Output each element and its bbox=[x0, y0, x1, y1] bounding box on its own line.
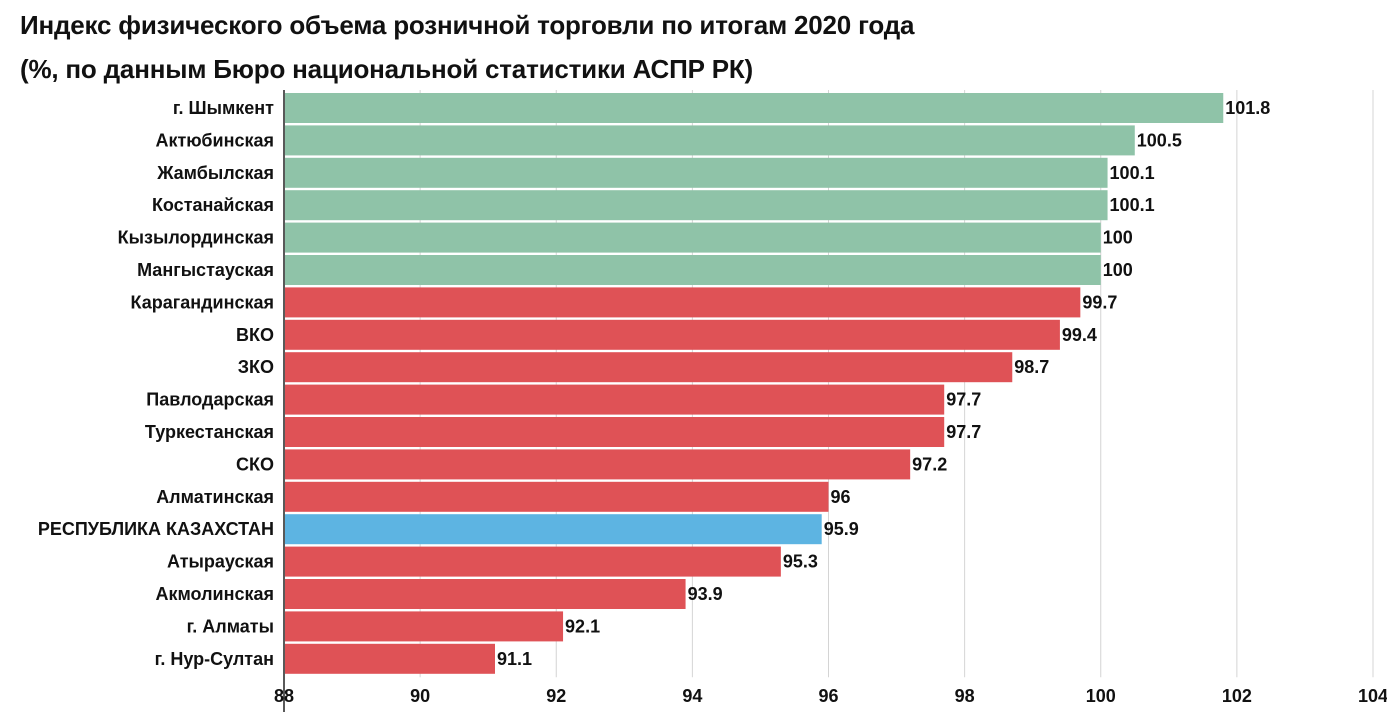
chart-title-line-1: Индекс физического объема розничной торг… bbox=[20, 10, 915, 40]
category-label: Туркестанская bbox=[145, 422, 274, 442]
category-label: Акмолинская bbox=[155, 584, 274, 604]
category-label: Актюбинская bbox=[155, 130, 274, 150]
category-label: РЕСПУБЛИКА КАЗАХСТАН bbox=[38, 519, 274, 539]
bar bbox=[285, 93, 1224, 123]
bar bbox=[285, 255, 1101, 285]
value-label: 92.1 bbox=[565, 616, 600, 636]
value-labels: 101.8 100.5 100.1 100.1 100 100 99.7 99.4 98.7 97… bbox=[497, 98, 1270, 669]
bar bbox=[285, 546, 781, 577]
bar bbox=[285, 481, 829, 512]
category-label: Кызылординская bbox=[118, 228, 274, 248]
x-axis-ticks: 88 90 92 94 96 98 100 102 104 bbox=[274, 686, 1387, 706]
bar bbox=[285, 190, 1108, 221]
category-labels: г. Шымкент Актюбинская Жамбылская Костанайс… bbox=[38, 98, 274, 669]
value-label: 98.7 bbox=[1014, 357, 1049, 377]
value-label: 100 bbox=[1103, 260, 1133, 280]
category-label: Павлодарская bbox=[146, 390, 274, 410]
value-label: 101.8 bbox=[1225, 98, 1270, 118]
category-label: г. Алматы bbox=[187, 616, 274, 636]
bars bbox=[285, 93, 1224, 674]
category-label: г. Шымкент bbox=[173, 98, 274, 118]
value-label: 100.5 bbox=[1137, 130, 1182, 150]
bar bbox=[285, 384, 945, 415]
value-label: 100.1 bbox=[1110, 163, 1155, 183]
x-tick-label: 92 bbox=[546, 686, 566, 706]
x-tick-label: 102 bbox=[1222, 686, 1252, 706]
bar bbox=[285, 125, 1135, 156]
x-tick-label: 90 bbox=[410, 686, 430, 706]
category-label: Костанайская bbox=[152, 195, 274, 215]
category-label: ЗКО bbox=[238, 357, 274, 377]
chart-title-line-2: (%, по данным Бюро национальной статисти… bbox=[20, 54, 754, 84]
category-label: Карагандинская bbox=[131, 292, 275, 312]
value-label: 97.7 bbox=[946, 422, 981, 442]
category-label: Атырауская bbox=[167, 552, 274, 572]
value-label: 97.2 bbox=[912, 454, 947, 474]
value-label: 99.7 bbox=[1082, 292, 1117, 312]
value-label: 96 bbox=[831, 487, 851, 507]
x-tick-label: 104 bbox=[1358, 686, 1387, 706]
bar bbox=[285, 417, 945, 447]
bar bbox=[285, 449, 911, 480]
value-label: 100 bbox=[1103, 228, 1133, 248]
value-label: 95.9 bbox=[824, 519, 859, 539]
category-label: Жамбылская bbox=[156, 163, 274, 183]
bar bbox=[285, 352, 1013, 383]
value-label: 99.4 bbox=[1062, 325, 1097, 345]
bar bbox=[285, 579, 686, 609]
category-label: СКО bbox=[236, 454, 274, 474]
x-tick-label: 100 bbox=[1086, 686, 1116, 706]
category-label: ВКО bbox=[236, 325, 274, 345]
category-label: Мангыстауская bbox=[137, 260, 274, 280]
bar bbox=[285, 157, 1108, 188]
bar bbox=[285, 319, 1060, 350]
value-label: 100.1 bbox=[1110, 195, 1155, 215]
bar bbox=[285, 287, 1081, 318]
x-tick-label: 94 bbox=[682, 686, 702, 706]
x-tick-label: 98 bbox=[955, 686, 975, 706]
bar bbox=[285, 611, 564, 642]
bar bbox=[285, 222, 1101, 253]
bar bbox=[285, 514, 822, 545]
value-label: 95.3 bbox=[783, 552, 818, 572]
x-tick-label: 96 bbox=[818, 686, 838, 706]
category-label: г. Нур-Султан bbox=[155, 649, 274, 669]
category-label: Алматинская bbox=[156, 487, 274, 507]
value-label: 91.1 bbox=[497, 649, 532, 669]
value-label: 93.9 bbox=[688, 584, 723, 604]
grid-lines bbox=[419, 90, 1374, 678]
value-label: 97.7 bbox=[946, 390, 981, 410]
bar bbox=[285, 643, 495, 674]
